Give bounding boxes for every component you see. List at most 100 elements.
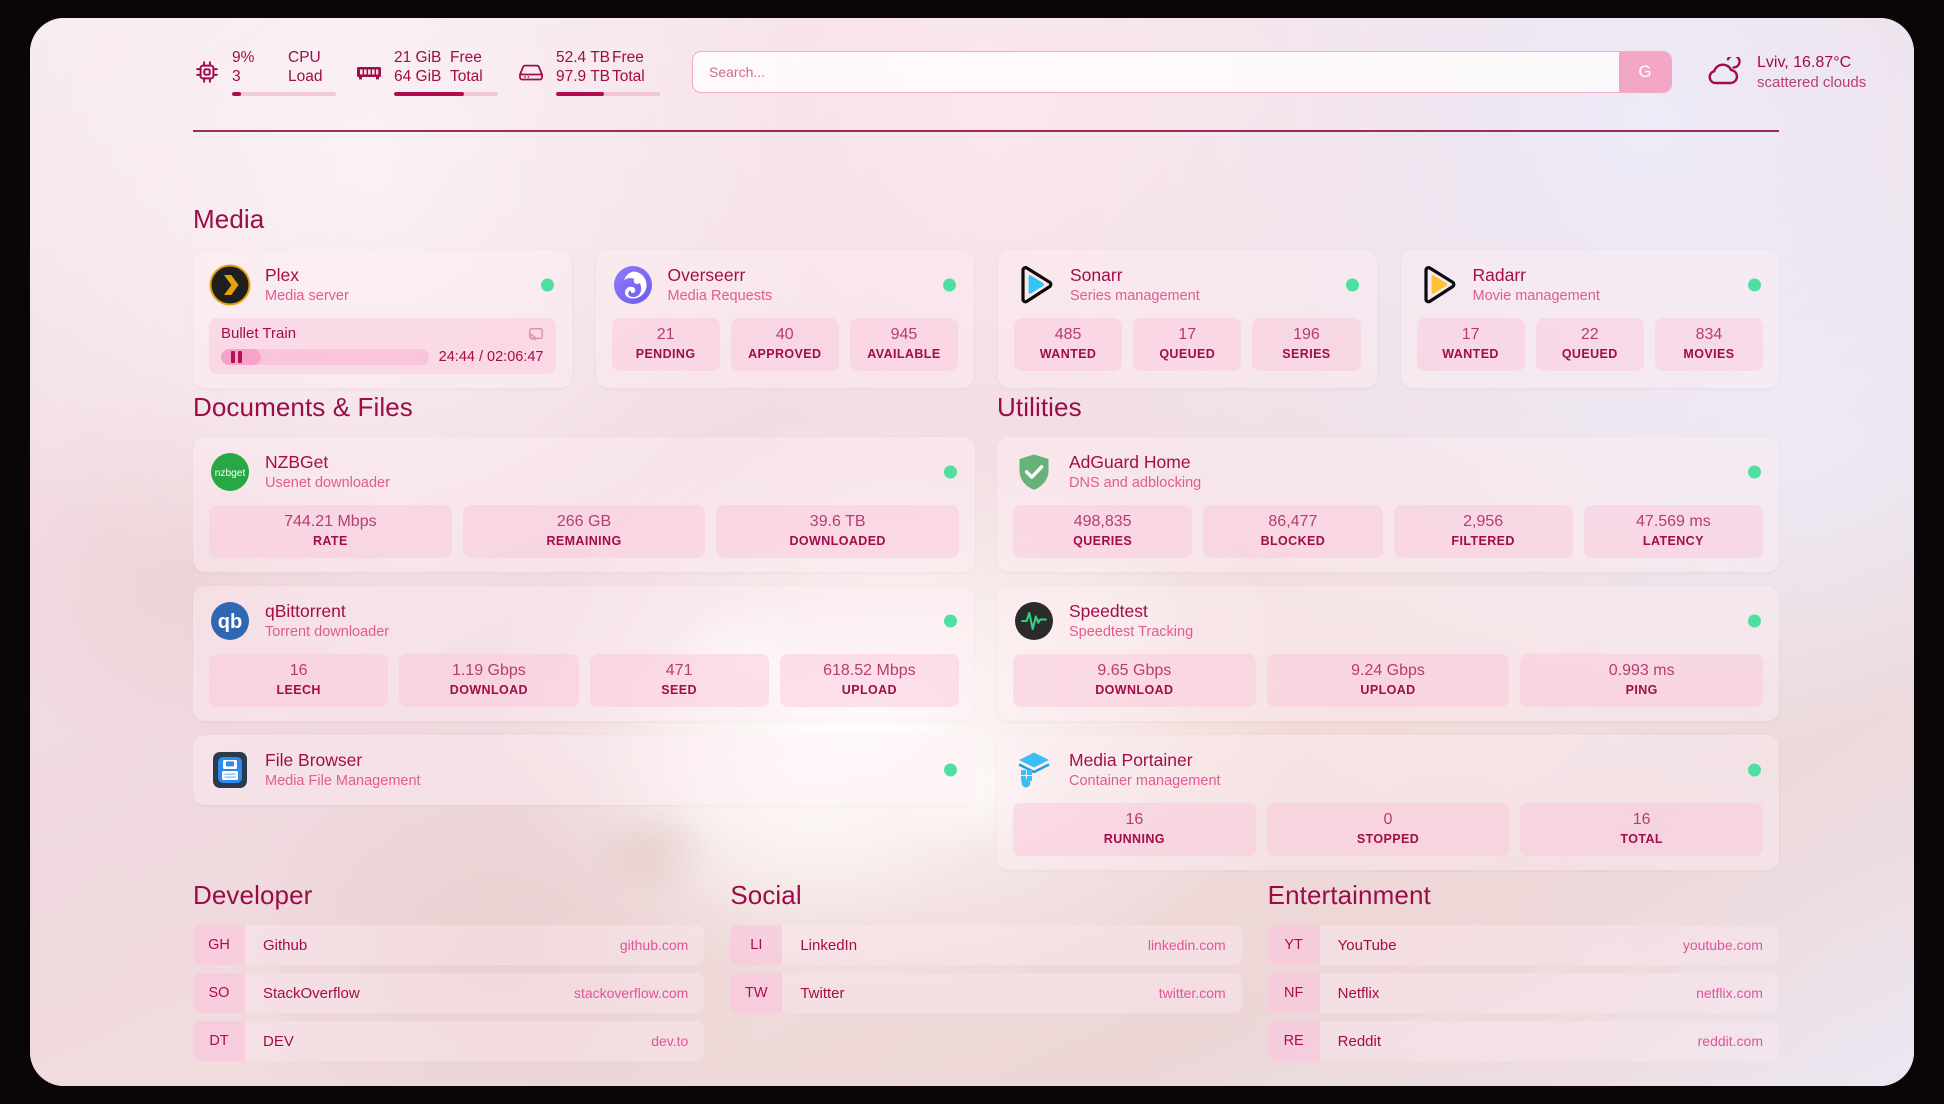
stat-tile-ping[interactable]: 0.993 ms PING [1520,654,1764,707]
stat-tile-rate[interactable]: 744.21 Mbps RATE [209,505,452,558]
pause-icon[interactable] [231,351,242,363]
service-card-radarr[interactable]: Radarr Movie management 17 WANTED 22 QUE… [1400,250,1779,388]
stat-tile-label: QUEUED [1561,347,1618,361]
bookmark-item-youtube[interactable]: YT YouTube youtube.com [1267,925,1779,965]
stat-col-labels: Free Total [450,48,498,86]
stat-tile-label: UPLOAD [841,683,897,697]
card-header: Speedtest Speedtest Tracking [1013,600,1763,642]
stat-tile-value: 744.21 Mbps [284,513,377,530]
media-card-row: Plex Media server Bullet Train 24:44 / 0… [193,250,1779,388]
bookmark-item-stackoverflow[interactable]: SO StackOverflow stackoverflow.com [193,973,705,1013]
status-indicator-online [540,278,554,292]
stat-tile-value: 834 [1695,326,1723,343]
utilities-column: Utilities AdGuard Home DNS and adblockin… [997,392,1779,884]
stat-tile-download[interactable]: 1.19 Gbps DOWNLOAD [399,654,579,707]
playback-progress-bar[interactable] [221,349,429,365]
stat-tile-upload[interactable]: 618.52 Mbps UPLOAD [779,654,959,707]
service-subtitle: Media File Management [265,773,421,789]
weather-location-temp: Lviv, 16.87°C [1757,53,1852,71]
stat-tile-value: 196 [1293,326,1320,343]
service-card-speedtest[interactable]: Speedtest Speedtest Tracking 9.65 Gbps D… [997,586,1779,721]
card-header: Radarr Movie management [1417,264,1764,306]
bookmark-badge: YT [1267,925,1320,965]
bookmark-item-netflix[interactable]: NF Netflix netflix.com [1267,973,1779,1013]
now-playing-header: Bullet Train [221,325,544,342]
search-box[interactable]: G [692,51,1672,93]
stat-tile-download[interactable]: 9.65 Gbps DOWNLOAD [1013,654,1256,707]
stat-tile-total[interactable]: 16 TOTAL [1520,803,1764,856]
stat-tile-movies[interactable]: 834 MOVIES [1654,318,1764,371]
stat-tile-latency[interactable]: 47.569 ms LATENCY [1583,505,1763,558]
service-card-sonarr[interactable]: Sonarr Series management 485 WANTED 17 Q… [998,250,1377,388]
overseerr-icon [612,264,654,306]
stat-tile-stopped[interactable]: 0 STOPPED [1266,803,1510,856]
service-name: AdGuard Home [1069,452,1191,472]
cpu-icon [192,57,222,87]
stat-tile-blocked[interactable]: 86,477 BLOCKED [1203,505,1383,558]
stat-tile-queries[interactable]: 498,835 QUERIES [1013,505,1193,558]
stat-progress-bar [556,92,660,96]
service-card-file-browser[interactable]: File Browser Media File Management [193,735,975,805]
now-playing[interactable]: Bullet Train 24:44 / 02:06:47 [209,318,556,374]
stat-tile-wanted[interactable]: 485 WANTED [1014,318,1123,371]
service-card-adguard-home[interactable]: AdGuard Home DNS and adblocking 498,835 … [997,437,1779,572]
stat-tile-value: 945 [890,326,918,343]
stat-col-values: 52.4 TB 97.9 TB [556,48,612,86]
stat-tile-available[interactable]: 945 AVAILABLE [849,318,959,371]
stat-tile-value: 47.569 ms [1636,513,1711,530]
stat-progress-bar [232,92,336,96]
stat-col-labels: Free Total [612,48,660,86]
stat-tile-queued[interactable]: 17 QUEUED [1133,318,1242,371]
stat-rows: 52.4 TB 97.9 TB Free Total [556,48,660,86]
dashboard-window: 9% 3 CPU Load 21 GiB 64 GiB [30,18,1914,1086]
stat-value-primary: 52.4 TB [556,49,611,66]
bookmark-group-title: Social [730,880,802,910]
stat-label-primary: Free [450,49,482,66]
stat-tile-upload[interactable]: 9.24 Gbps UPLOAD [1266,654,1510,707]
search-submit-button[interactable]: G [1619,52,1671,92]
media-section-title-wrap: Media [193,204,264,235]
bookmark-url: youtube.com [1682,937,1763,953]
stat-tile-remaining[interactable]: 266 GB REMAINING [462,505,706,558]
stat-tile-series[interactable]: 196 SERIES [1252,318,1361,371]
service-card-qbittorrent[interactable]: qb qBittorrent Torrent downloader 16 LEE… [193,586,975,721]
cast-icon[interactable] [528,326,544,342]
stat-tile-wanted[interactable]: 17 WANTED [1416,318,1525,371]
stat-tile-leech[interactable]: 16 LEECH [209,654,389,707]
bookmark-badge: RE [1267,1021,1320,1061]
search-area: G [660,51,1704,93]
stat-tile-approved[interactable]: 40 APPROVED [730,318,839,371]
bookmark-item-twitter[interactable]: TW Twitter twitter.com [730,973,1242,1013]
bookmark-item-linkedin[interactable]: LI LinkedIn linkedin.com [730,925,1242,965]
bookmark-item-github[interactable]: GH Github github.com [193,925,705,965]
stat-tile-running[interactable]: 16 RUNNING [1013,803,1256,856]
bookmark-item-dev[interactable]: DT DEV dev.to [193,1021,705,1061]
stat-tile-queued[interactable]: 22 QUEUED [1535,318,1644,371]
stat-tile-label: LATENCY [1642,534,1704,548]
search-input[interactable] [693,52,1619,92]
service-card-media-portainer[interactable]: Media Portainer Container management 16 … [997,735,1779,870]
stat-tile-label: PENDING [635,347,696,361]
bookmark-badge: DT [193,1021,245,1061]
stat-tile-seed[interactable]: 471 SEED [589,654,769,707]
stat-tile-filtered[interactable]: 2,956 FILTERED [1393,505,1573,558]
stat-tile-label: QUERIES [1073,534,1133,548]
bookmark-name: Twitter [800,984,845,1002]
stat-tile-label: REMAINING [546,534,622,548]
bookmark-item-reddit[interactable]: RE Reddit reddit.com [1267,1021,1779,1061]
service-card-nzbget[interactable]: nzbget NZBGet Usenet downloader 744.21 M… [193,437,975,572]
dashboard-content: 9% 3 CPU Load 21 GiB 64 GiB [30,18,1914,1086]
service-card-overseerr[interactable]: Overseerr Media Requests 21 PENDING 40 A… [595,250,974,388]
stat-tile-value: 0 [1383,811,1393,828]
stat-tile-value: 16 [1125,811,1144,828]
header-divider [193,130,1779,132]
documents-section-title: Documents & Files [193,392,413,422]
stat-tile-pending[interactable]: 21 PENDING [611,318,720,371]
ram-icon [354,57,384,87]
card-header: Sonarr Series management [1014,264,1361,306]
service-card-plex[interactable]: Plex Media server Bullet Train 24:44 / 0… [193,250,572,388]
stat-tile-downloaded[interactable]: 39.6 TB DOWNLOADED [716,505,960,558]
system-stat-ram: 21 GiB 64 GiB Free Total [354,48,498,96]
radarr-icon [1417,264,1459,306]
